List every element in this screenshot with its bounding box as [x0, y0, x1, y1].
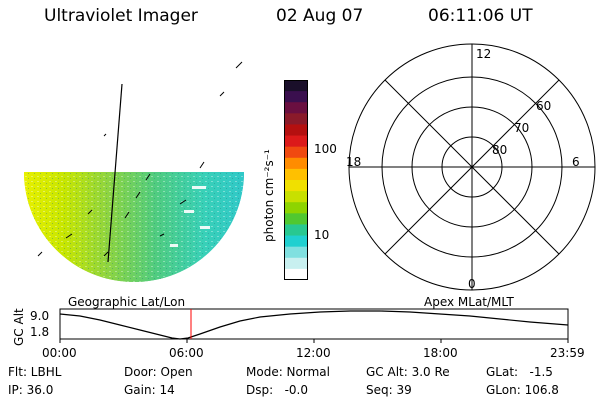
- altitude-xtick-2: 12:00: [296, 346, 331, 360]
- info-seq: Seq: 39: [366, 383, 412, 397]
- mlat-label-60: 60: [536, 99, 551, 113]
- colorbar-swatch: [284, 135, 308, 148]
- altitude-ytick-9: 9.0: [30, 309, 50, 323]
- colorbar-swatch: [284, 157, 308, 170]
- colorbar-frame: [284, 80, 308, 280]
- altitude-xtick-3: 18:00: [423, 346, 458, 360]
- colorbar-unit-label: photon cm⁻²s⁻¹: [262, 149, 276, 242]
- colorbar-swatch: [284, 168, 308, 181]
- time-label: 06:11:06 UT: [428, 6, 533, 26]
- colorbar-swatch: [284, 113, 308, 125]
- colorbar-swatch: [284, 91, 308, 103]
- altitude-frame: [59, 308, 569, 340]
- info-ip: IP: 36.0: [8, 383, 54, 397]
- altitude-xtick-0: 00:00: [42, 346, 77, 360]
- colorbar-tick-10: 10: [314, 228, 330, 242]
- colorbar-swatch: [284, 224, 308, 237]
- altitude-ytick-1-8: 1.8: [30, 325, 50, 339]
- info-door: Door: Open: [124, 365, 193, 379]
- colorbar-swatch: [284, 80, 308, 92]
- info-mode: Mode: Normal: [246, 365, 330, 379]
- apex-label: Apex MLat/MLT: [424, 295, 514, 309]
- info-glat: GLat: -1.5: [486, 365, 553, 379]
- imager-image: [24, 61, 244, 282]
- info-flt: Flt: LBHL: [8, 365, 62, 379]
- altitude-curve: [59, 310, 569, 340]
- colorbar-swatch: [284, 235, 308, 248]
- altitude-xtick-1: 06:00: [169, 346, 204, 360]
- mlat-label-80: 80: [492, 143, 507, 157]
- mlat-label-70: 70: [514, 121, 529, 135]
- mlt-label-18: 18: [346, 155, 361, 169]
- mlt-label-0: 0: [468, 277, 476, 291]
- mlt-label-6: 6: [572, 155, 580, 169]
- mlt-label-12: 12: [476, 47, 491, 61]
- info-glon: GLon: 106.8: [486, 383, 559, 397]
- info-dsp: Dsp: -0.0: [246, 383, 309, 397]
- colorbar-tick-100: 100: [314, 142, 337, 156]
- geographic-label: Geographic Lat/Lon: [68, 295, 186, 309]
- altitude-axis-label: GC Alt: [12, 308, 26, 346]
- polar-grid: 12 0 18 6 60 70 80: [346, 43, 596, 291]
- info-gc-alt: GC Alt: 3.0 Re: [366, 365, 450, 379]
- colorbar-swatch: [284, 246, 308, 259]
- colorbar-swatch: [284, 180, 308, 192]
- instrument-title: Ultraviolet Imager: [44, 6, 198, 26]
- colorbar-swatch: [284, 146, 308, 159]
- colorbar-swatch: [284, 124, 308, 137]
- altitude-plot: [59, 308, 569, 343]
- altitude-xtick-4: 23:59: [550, 346, 585, 360]
- colorbar-swatch: [284, 102, 308, 114]
- info-gain: Gain: 14: [124, 383, 175, 397]
- colorbar-swatch: [284, 213, 308, 225]
- colorbar-swatch: [284, 257, 308, 270]
- colorbar: [284, 80, 308, 280]
- colorbar-swatch: [284, 268, 308, 280]
- imager-grid-marks: [37, 61, 243, 257]
- date-label: 02 Aug 07: [276, 6, 364, 26]
- colorbar-swatch: [284, 191, 308, 203]
- colorbar-swatch: [284, 202, 308, 214]
